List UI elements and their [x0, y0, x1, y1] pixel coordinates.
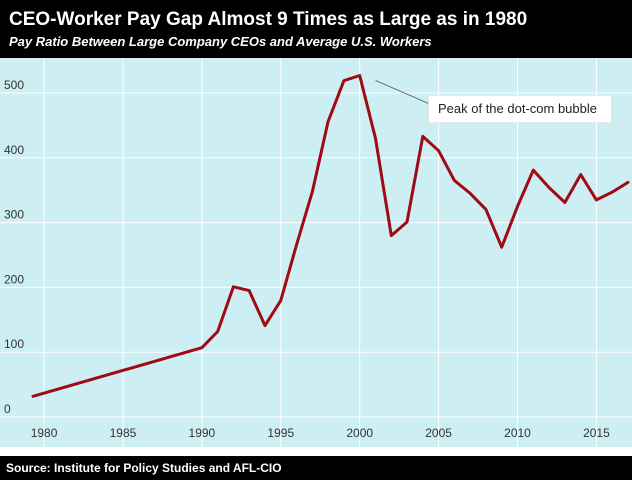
- x-tick-label: 1990: [189, 426, 216, 440]
- x-tick-label: 2005: [425, 426, 452, 440]
- source-note: Source: Institute for Policy Studies and…: [6, 461, 282, 475]
- gridlines: [0, 58, 632, 447]
- y-tick-label: 300: [4, 208, 24, 222]
- y-tick-label: 400: [4, 143, 24, 157]
- y-tick-label: 500: [4, 78, 24, 92]
- annotation-callout: Peak of the dot-com bubble: [428, 95, 612, 123]
- x-axis-ticks: 1980 1985 1990 1995 2000 2005 2010 2015: [31, 426, 610, 440]
- y-tick-label: 200: [4, 272, 24, 286]
- annotation-leader-line: [375, 80, 433, 106]
- y-tick-label: 0: [4, 402, 11, 416]
- y-tick-label: 100: [4, 337, 24, 351]
- x-tick-label: 2010: [504, 426, 531, 440]
- x-tick-label: 1985: [110, 426, 137, 440]
- x-tick-label: 2000: [346, 426, 373, 440]
- annotation-label: Peak of the dot-com bubble: [438, 101, 597, 116]
- chart-footer: Source: Institute for Policy Studies and…: [0, 456, 632, 480]
- x-tick-label: 1980: [31, 426, 58, 440]
- chart-subtitle: Pay Ratio Between Large Company CEOs and…: [9, 34, 432, 49]
- y-axis-ticks: 0 100 200 300 400 500: [4, 78, 24, 416]
- chart-header: CEO-Worker Pay Gap Almost 9 Times as Lar…: [0, 0, 632, 58]
- x-tick-label: 2015: [583, 426, 610, 440]
- x-tick-label: 1995: [267, 426, 294, 440]
- series-line-pay-ratio: [31, 74, 630, 398]
- chart-title: CEO-Worker Pay Gap Almost 9 Times as Lar…: [9, 9, 528, 30]
